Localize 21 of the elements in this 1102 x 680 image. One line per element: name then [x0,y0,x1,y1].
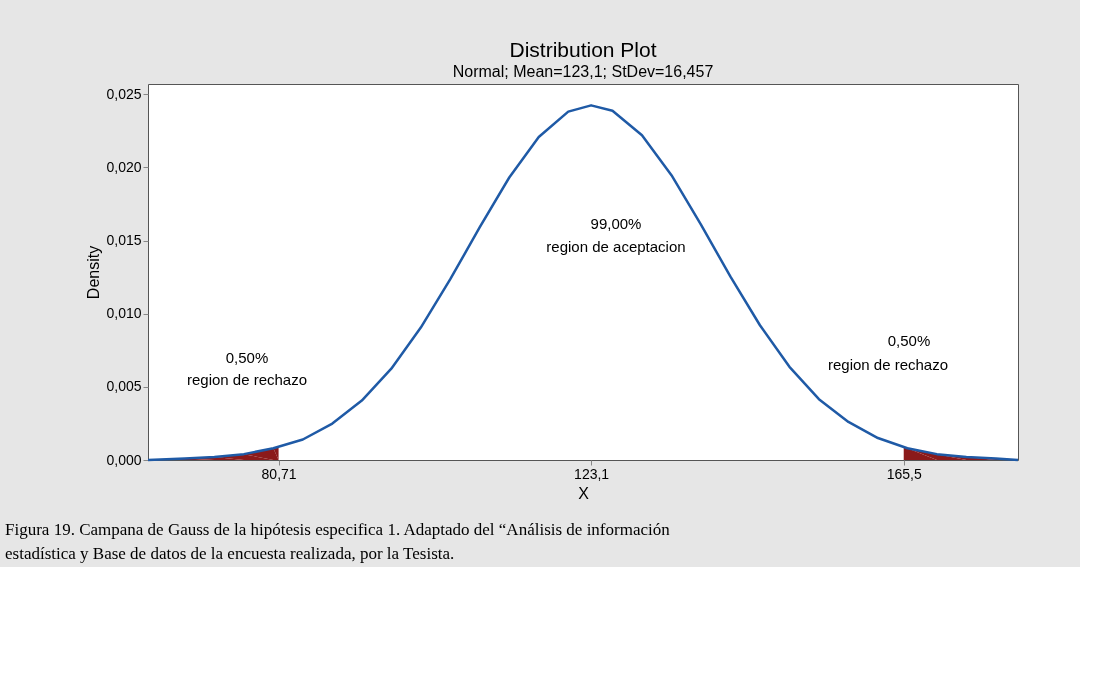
x-tick-label: 165,5 [886,465,922,482]
y-axis-title: Density [85,245,103,300]
chart-title: Distribution Plot [509,38,657,61]
y-tick-label: 0,025 [106,85,142,102]
annotation: 0,50% [225,349,269,366]
annotation: 0,50% [887,332,931,349]
y-tick-label: 0,010 [106,305,142,322]
annotation: region de rechazo [827,356,949,373]
line-series [146,104,1020,462]
annotation: region de aceptacion [546,238,686,255]
annotation: region de rechazo [186,371,308,388]
annotation: 99,00% [590,215,642,232]
text: Figura 19. Campana de Gauss de la hipótesis especifica 1. Adaptado del “Análisis de información estadística y Base de datos de la encuesta realizada, por la Tesista. [5,520,671,563]
x-axis-title: X [578,484,590,502]
y-tick-label: 0,015 [106,232,142,249]
x-tick-label: 123,1 [574,465,610,482]
chart-subtitle: Normal; Mean=123,1; StDev=16,457 [452,63,714,80]
y-tick-label: 0,005 [106,378,142,395]
y-tick-label: 0,000 [106,451,142,468]
x-tick-label: 80,71 [261,465,297,482]
y-tick-label: 0,020 [106,158,142,175]
